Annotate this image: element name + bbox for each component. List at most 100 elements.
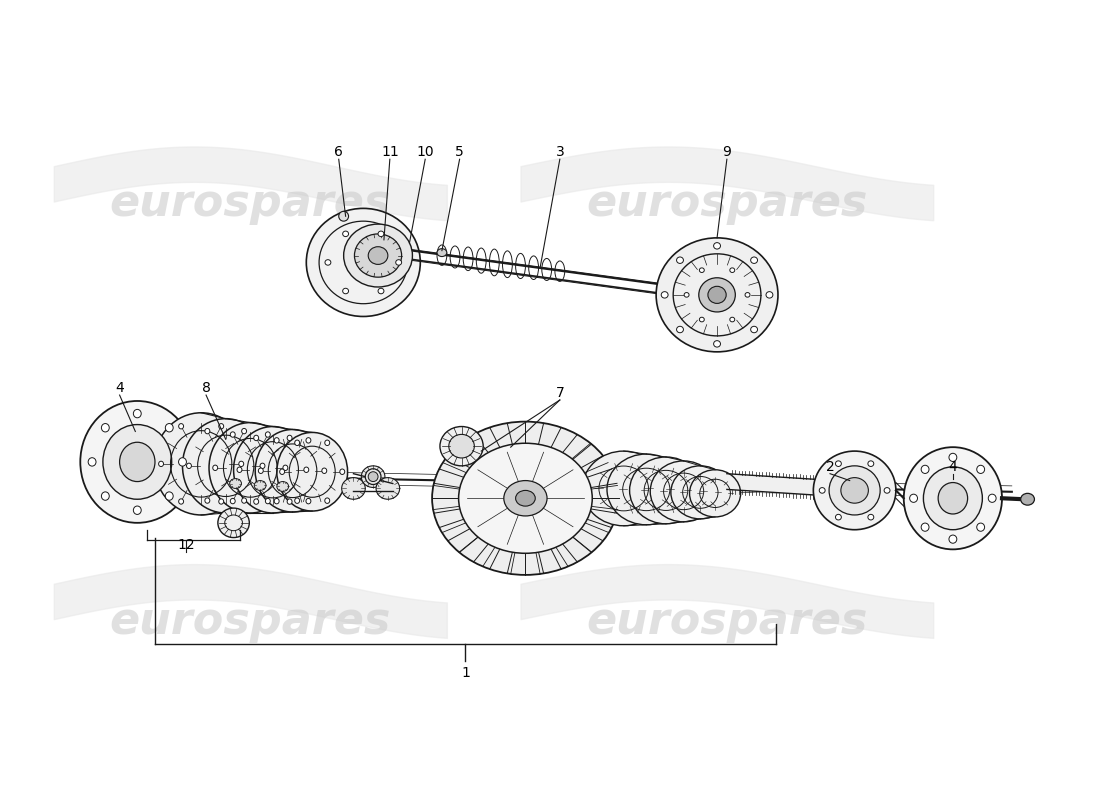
Ellipse shape xyxy=(178,458,186,466)
Text: eurospares: eurospares xyxy=(110,182,390,225)
Ellipse shape xyxy=(714,341,720,347)
Ellipse shape xyxy=(274,438,279,443)
Ellipse shape xyxy=(209,422,292,513)
Ellipse shape xyxy=(101,423,109,432)
Ellipse shape xyxy=(205,498,210,503)
Ellipse shape xyxy=(923,467,982,530)
Ellipse shape xyxy=(165,423,173,432)
Ellipse shape xyxy=(165,492,173,500)
Text: 4: 4 xyxy=(948,460,957,474)
Ellipse shape xyxy=(708,286,726,303)
Ellipse shape xyxy=(343,231,349,237)
Ellipse shape xyxy=(582,451,665,526)
Ellipse shape xyxy=(904,447,1002,550)
Ellipse shape xyxy=(1021,494,1034,505)
Ellipse shape xyxy=(283,465,288,470)
Ellipse shape xyxy=(504,481,547,516)
Text: 8: 8 xyxy=(201,382,210,395)
Ellipse shape xyxy=(607,454,685,525)
Ellipse shape xyxy=(836,514,842,520)
Ellipse shape xyxy=(277,482,288,491)
Ellipse shape xyxy=(287,435,293,441)
Ellipse shape xyxy=(212,465,218,470)
Ellipse shape xyxy=(233,426,312,513)
Ellipse shape xyxy=(342,478,365,499)
Ellipse shape xyxy=(440,426,483,466)
Ellipse shape xyxy=(368,246,388,264)
Ellipse shape xyxy=(766,292,773,298)
Ellipse shape xyxy=(938,482,968,514)
Ellipse shape xyxy=(88,458,96,466)
Ellipse shape xyxy=(690,470,740,517)
Ellipse shape xyxy=(154,413,249,515)
Text: 1: 1 xyxy=(461,666,470,680)
Text: 11: 11 xyxy=(381,146,398,159)
Ellipse shape xyxy=(279,469,285,474)
Ellipse shape xyxy=(254,481,266,490)
Text: eurospares: eurospares xyxy=(586,182,868,225)
Ellipse shape xyxy=(910,494,917,502)
Ellipse shape xyxy=(230,478,242,489)
Ellipse shape xyxy=(230,498,235,504)
Ellipse shape xyxy=(178,499,184,504)
Ellipse shape xyxy=(884,487,890,494)
Ellipse shape xyxy=(354,234,402,277)
Ellipse shape xyxy=(306,438,311,443)
Ellipse shape xyxy=(396,260,402,265)
Text: 5: 5 xyxy=(455,146,464,159)
Ellipse shape xyxy=(921,523,929,531)
Text: 9: 9 xyxy=(723,146,732,159)
Ellipse shape xyxy=(187,463,191,469)
Ellipse shape xyxy=(868,461,873,466)
Text: eurospares: eurospares xyxy=(586,599,868,642)
Ellipse shape xyxy=(729,318,735,322)
Ellipse shape xyxy=(437,249,447,257)
Ellipse shape xyxy=(459,443,592,554)
Ellipse shape xyxy=(340,469,344,474)
Ellipse shape xyxy=(745,293,750,297)
Ellipse shape xyxy=(254,499,258,504)
Ellipse shape xyxy=(813,451,895,530)
Ellipse shape xyxy=(260,463,265,469)
Ellipse shape xyxy=(343,288,349,294)
Ellipse shape xyxy=(700,268,704,273)
Ellipse shape xyxy=(295,440,299,446)
Ellipse shape xyxy=(516,490,536,506)
Ellipse shape xyxy=(120,442,155,482)
Ellipse shape xyxy=(676,257,683,263)
Ellipse shape xyxy=(236,467,242,473)
Ellipse shape xyxy=(368,472,378,482)
Ellipse shape xyxy=(988,494,997,502)
Ellipse shape xyxy=(322,468,327,474)
Ellipse shape xyxy=(750,257,758,263)
Ellipse shape xyxy=(254,435,258,441)
Ellipse shape xyxy=(700,318,704,322)
Ellipse shape xyxy=(698,278,735,312)
Ellipse shape xyxy=(977,466,985,474)
Ellipse shape xyxy=(661,292,668,298)
Text: 3: 3 xyxy=(556,146,564,159)
Ellipse shape xyxy=(378,288,384,294)
Ellipse shape xyxy=(101,492,109,500)
Ellipse shape xyxy=(265,498,271,504)
Ellipse shape xyxy=(306,208,420,317)
Text: 10: 10 xyxy=(417,146,434,159)
Ellipse shape xyxy=(714,242,720,249)
Ellipse shape xyxy=(449,434,474,458)
Ellipse shape xyxy=(178,423,184,429)
Ellipse shape xyxy=(242,429,246,434)
Ellipse shape xyxy=(219,499,223,504)
Text: 12: 12 xyxy=(177,538,195,553)
Ellipse shape xyxy=(219,423,223,429)
Text: 2: 2 xyxy=(826,460,835,474)
Text: 4: 4 xyxy=(116,382,124,395)
Ellipse shape xyxy=(836,461,842,466)
Ellipse shape xyxy=(277,433,348,511)
Ellipse shape xyxy=(133,506,141,514)
Ellipse shape xyxy=(304,467,309,473)
Ellipse shape xyxy=(324,498,330,503)
Ellipse shape xyxy=(183,418,270,513)
Ellipse shape xyxy=(376,478,399,499)
Ellipse shape xyxy=(361,466,385,487)
Ellipse shape xyxy=(656,238,778,352)
